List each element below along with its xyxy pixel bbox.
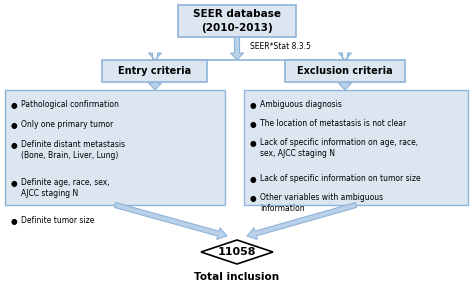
Text: Definite tumor size: Definite tumor size [21,216,94,225]
Bar [285,60,405,82]
Text: ●: ● [11,121,18,130]
Text: ●: ● [11,141,18,150]
Polygon shape [148,53,162,60]
Text: Total inclusion: Total inclusion [194,272,280,282]
Polygon shape [114,202,227,239]
Polygon shape [338,82,352,90]
Text: Exclusion criteria: Exclusion criteria [297,66,393,76]
Text: ●: ● [250,120,256,129]
Text: ●: ● [250,139,256,148]
Text: ●: ● [250,194,256,203]
Text: Entry criteria: Entry criteria [118,66,191,76]
Text: Ambiguous diagnosis: Ambiguous diagnosis [260,100,342,109]
Text: Other variables with ambiguous
information: Other variables with ambiguous informati… [260,193,383,213]
Polygon shape [247,202,356,239]
Polygon shape [230,37,244,60]
Polygon shape [338,53,352,60]
Bar [5,90,225,205]
Text: Definite distant metastasis
(Bone, Brain, Liver, Lung): Definite distant metastasis (Bone, Brain… [21,140,125,160]
Bar [102,60,208,82]
Text: 11058: 11058 [218,247,256,257]
Text: ●: ● [250,101,256,110]
Polygon shape [201,240,273,264]
Text: ●: ● [250,175,256,184]
Text: Pathological confirmation: Pathological confirmation [21,100,119,109]
Text: Only one primary tumor: Only one primary tumor [21,120,113,129]
Text: ●: ● [11,217,18,226]
Text: Lack of specific information on tumor size: Lack of specific information on tumor si… [260,174,420,183]
Bar [244,90,468,205]
Bar [178,5,296,37]
Text: The location of metastasis is not clear: The location of metastasis is not clear [260,119,406,128]
Text: SEER database
(2010-2013): SEER database (2010-2013) [193,10,281,33]
Polygon shape [148,82,162,90]
Text: ●: ● [11,179,18,188]
Text: Definite age, race, sex,
AJCC staging N: Definite age, race, sex, AJCC staging N [21,178,109,198]
Text: ●: ● [11,101,18,110]
Text: SEER*Stat 8.3.5: SEER*Stat 8.3.5 [250,42,311,51]
Text: Lack of specific information on age, race,
sex, AJCC staging N: Lack of specific information on age, rac… [260,138,418,158]
